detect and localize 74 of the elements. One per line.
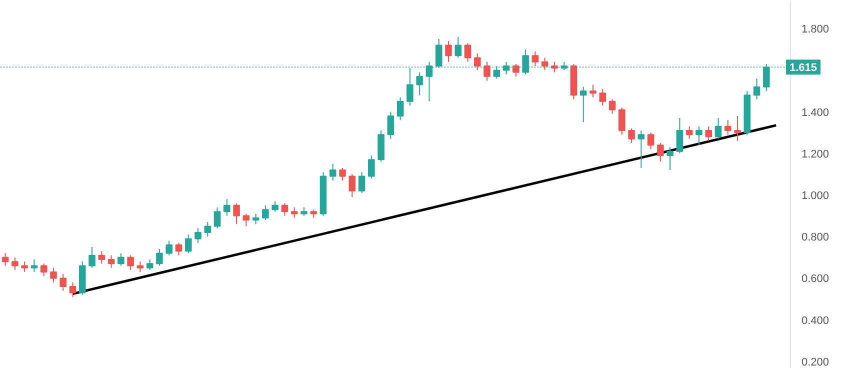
candlestick [484, 61, 490, 82]
candlestick [512, 63, 520, 77]
candlestick [590, 84, 596, 98]
candlestick [329, 163, 336, 181]
ref-line-label: 1.615 [790, 62, 818, 74]
y-tick-label: 0.200 [802, 356, 830, 368]
candlestick [12, 256, 18, 270]
candlestick [676, 118, 684, 154]
candlestick [194, 228, 202, 244]
candlestick [88, 246, 96, 268]
candlestick [406, 68, 414, 106]
candlestick [252, 213, 260, 225]
candlestick [608, 98, 616, 114]
y-tick-label: 1.200 [802, 148, 830, 160]
candlestick [396, 96, 404, 121]
candlestick [628, 128, 635, 144]
candlestick [734, 115, 741, 142]
y-tick-label: 0.400 [802, 314, 830, 327]
candlestick [387, 111, 394, 140]
candlestick [618, 107, 626, 136]
candlestick [657, 142, 664, 162]
candlestick [2, 252, 9, 266]
candlestick [686, 126, 693, 140]
candlestick [290, 206, 298, 218]
candlestick [272, 200, 278, 212]
candlestick [541, 57, 548, 71]
candlestick [416, 72, 423, 96]
candlestick [368, 154, 375, 179]
candlestick [30, 258, 38, 272]
candlestick [50, 267, 57, 283]
y-tick-label: 1.800 [802, 24, 830, 36]
candlestick [136, 261, 144, 272]
candlestick [647, 132, 654, 150]
y-tick-label: 1.000 [802, 190, 830, 202]
candlestick [666, 146, 674, 171]
candlestick [638, 130, 645, 168]
candlestick [348, 174, 356, 198]
candlestick [146, 258, 154, 270]
candlestick [242, 213, 250, 227]
candlestick [127, 254, 134, 270]
candlestick [724, 120, 732, 136]
candlestick [696, 126, 702, 146]
candlestick [358, 172, 366, 194]
candlestick [98, 250, 106, 264]
candlestick [233, 202, 240, 225]
candlestick [339, 167, 346, 181]
y-tick-label: 0.600 [802, 273, 830, 286]
candlestick [281, 202, 288, 216]
candlestick [184, 234, 192, 254]
candlestick [118, 252, 124, 266]
candlestick [108, 254, 115, 268]
candlestick [175, 242, 182, 256]
candlestick [40, 263, 48, 277]
candlestick [714, 118, 722, 140]
candlestick [224, 198, 230, 216]
candlestick [204, 222, 212, 238]
candlestick [753, 78, 760, 100]
candlestick [474, 53, 481, 71]
candlestick [166, 240, 172, 256]
y-tick-label: 0.800 [802, 232, 830, 244]
candlestick [445, 40, 452, 62]
y-tick-label: 1.400 [802, 106, 830, 119]
candlestick [705, 126, 712, 142]
candlestick [599, 88, 606, 106]
candlestick [532, 50, 539, 67]
candlestick [262, 204, 269, 220]
candlestick [454, 36, 462, 58]
candlestick [214, 206, 221, 229]
candlestick [60, 274, 67, 292]
candlestick [69, 282, 76, 298]
candlestick [156, 248, 163, 266]
candlestick [21, 261, 28, 272]
candlestick [464, 42, 472, 62]
candlestick [580, 86, 587, 123]
